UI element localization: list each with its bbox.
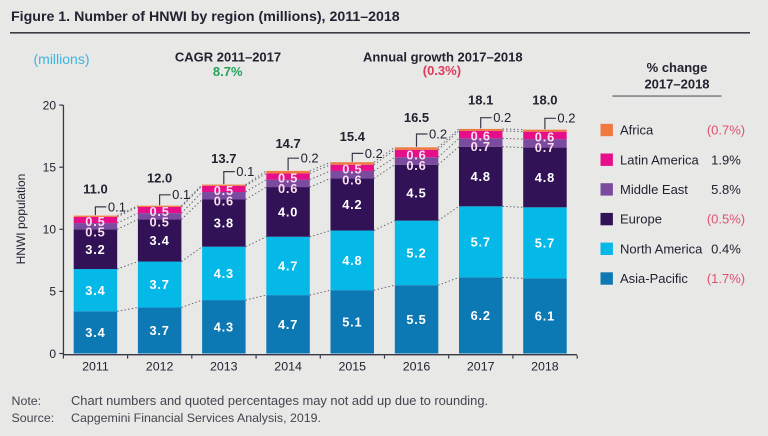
svg-text:0.2: 0.2	[493, 110, 511, 125]
svg-text:0.7: 0.7	[535, 140, 555, 155]
svg-text:(1.7%): (1.7%)	[707, 271, 745, 286]
svg-text:Figure 1. Number of HNWI by re: Figure 1. Number of HNWI by region (mill…	[11, 9, 400, 25]
svg-text:2018: 2018	[531, 359, 559, 373]
svg-text:3.4: 3.4	[85, 325, 105, 340]
svg-text:18.1: 18.1	[468, 93, 493, 108]
svg-text:Asia-Pacific: Asia-Pacific	[620, 271, 688, 286]
svg-text:North America: North America	[620, 241, 703, 256]
svg-text:1.9%: 1.9%	[711, 152, 741, 167]
svg-text:CAGR 2011–2017: CAGR 2011–2017	[175, 50, 281, 65]
svg-text:5.7: 5.7	[535, 235, 555, 250]
svg-text:20: 20	[43, 98, 57, 112]
svg-text:6.1: 6.1	[535, 309, 555, 324]
svg-text:5.7: 5.7	[471, 234, 491, 249]
svg-text:0.5: 0.5	[278, 170, 298, 185]
svg-text:6.2: 6.2	[471, 308, 491, 323]
svg-text:0.5: 0.5	[214, 183, 234, 198]
svg-text:4.3: 4.3	[214, 319, 234, 334]
svg-text:0.5: 0.5	[85, 225, 105, 240]
svg-text:5.1: 5.1	[342, 314, 362, 329]
svg-text:5.5: 5.5	[406, 312, 426, 327]
svg-text:HNWI population: HNWI population	[14, 174, 28, 265]
svg-text:4.7: 4.7	[278, 259, 298, 274]
svg-text:0.2: 0.2	[429, 126, 447, 141]
svg-text:11.0: 11.0	[83, 181, 108, 196]
svg-text:Africa: Africa	[620, 123, 654, 138]
svg-text:4.3: 4.3	[214, 266, 234, 281]
svg-text:0.6: 0.6	[471, 128, 491, 143]
svg-text:2017–2018: 2017–2018	[644, 77, 709, 92]
svg-text:4.8: 4.8	[471, 169, 491, 184]
svg-text:0.4%: 0.4%	[711, 241, 741, 256]
svg-text:0.2: 0.2	[557, 111, 575, 126]
svg-text:3.8: 3.8	[214, 216, 234, 231]
svg-text:2017: 2017	[467, 359, 495, 373]
svg-text:0.2: 0.2	[301, 151, 319, 166]
svg-text:2011: 2011	[82, 359, 109, 373]
svg-text:4.2: 4.2	[342, 197, 362, 212]
svg-text:13.7: 13.7	[211, 151, 236, 166]
svg-text:0.1: 0.1	[108, 199, 126, 214]
svg-text:0.5: 0.5	[149, 204, 169, 219]
svg-text:5.8%: 5.8%	[711, 182, 741, 197]
svg-text:18.0: 18.0	[532, 93, 557, 108]
svg-text:15.4: 15.4	[340, 129, 366, 144]
svg-text:Annual growth 2017–2018: Annual growth 2017–2018	[363, 50, 523, 65]
svg-text:0.6: 0.6	[342, 172, 362, 187]
svg-text:(0.5%): (0.5%)	[707, 212, 745, 227]
svg-text:Note:: Note:	[12, 394, 42, 408]
svg-text:2013: 2013	[210, 359, 238, 373]
svg-text:10: 10	[43, 223, 57, 237]
svg-text:3.7: 3.7	[149, 323, 169, 338]
svg-text:Middle East: Middle East	[620, 182, 688, 197]
svg-text:Source:: Source:	[12, 411, 55, 425]
svg-text:Europe: Europe	[620, 212, 662, 227]
svg-text:5.2: 5.2	[406, 246, 426, 261]
svg-text:4.0: 4.0	[278, 205, 298, 220]
svg-text:0.6: 0.6	[278, 181, 298, 196]
svg-text:16.5: 16.5	[404, 110, 429, 125]
svg-text:15: 15	[43, 161, 57, 175]
svg-text:0: 0	[49, 347, 56, 361]
svg-text:4.8: 4.8	[342, 253, 362, 268]
svg-text:14.7: 14.7	[275, 136, 300, 151]
svg-text:Latin America: Latin America	[620, 152, 700, 167]
svg-text:4.5: 4.5	[406, 185, 426, 200]
svg-text:(0.3%): (0.3%)	[423, 63, 461, 78]
svg-text:0.1: 0.1	[236, 164, 254, 179]
svg-text:2016: 2016	[403, 359, 431, 373]
svg-text:0.1: 0.1	[172, 187, 190, 202]
svg-text:3.2: 3.2	[85, 242, 105, 257]
svg-text:3.7: 3.7	[149, 277, 169, 292]
svg-text:0.6: 0.6	[406, 147, 426, 162]
svg-text:% change: % change	[647, 60, 708, 75]
svg-text:5: 5	[49, 285, 56, 299]
svg-text:0.6: 0.6	[214, 193, 234, 208]
svg-text:0.7: 0.7	[471, 139, 491, 154]
svg-text:(millions): (millions)	[34, 51, 90, 67]
svg-text:0.5: 0.5	[342, 162, 362, 177]
svg-text:0.5: 0.5	[149, 215, 169, 230]
svg-text:0.6: 0.6	[535, 129, 555, 144]
svg-text:3.4: 3.4	[85, 283, 105, 298]
svg-text:0.2: 0.2	[365, 146, 383, 161]
svg-text:3.4: 3.4	[149, 233, 169, 248]
svg-text:0.5: 0.5	[85, 214, 105, 229]
svg-text:0.6: 0.6	[406, 158, 426, 173]
svg-text:2015: 2015	[339, 359, 367, 373]
svg-text:2014: 2014	[274, 359, 302, 373]
svg-text:Chart numbers and quoted perce: Chart numbers and quoted percentages may…	[71, 393, 488, 408]
svg-text:12.0: 12.0	[147, 171, 172, 186]
svg-text:4.7: 4.7	[278, 317, 298, 332]
svg-text:(0.7%): (0.7%)	[707, 123, 745, 138]
svg-text:4.8: 4.8	[535, 170, 555, 185]
svg-text:Capgemini Financial Services A: Capgemini Financial Services Analysis, 2…	[71, 411, 321, 425]
svg-text:8.7%: 8.7%	[213, 64, 243, 79]
svg-text:2012: 2012	[146, 359, 174, 373]
